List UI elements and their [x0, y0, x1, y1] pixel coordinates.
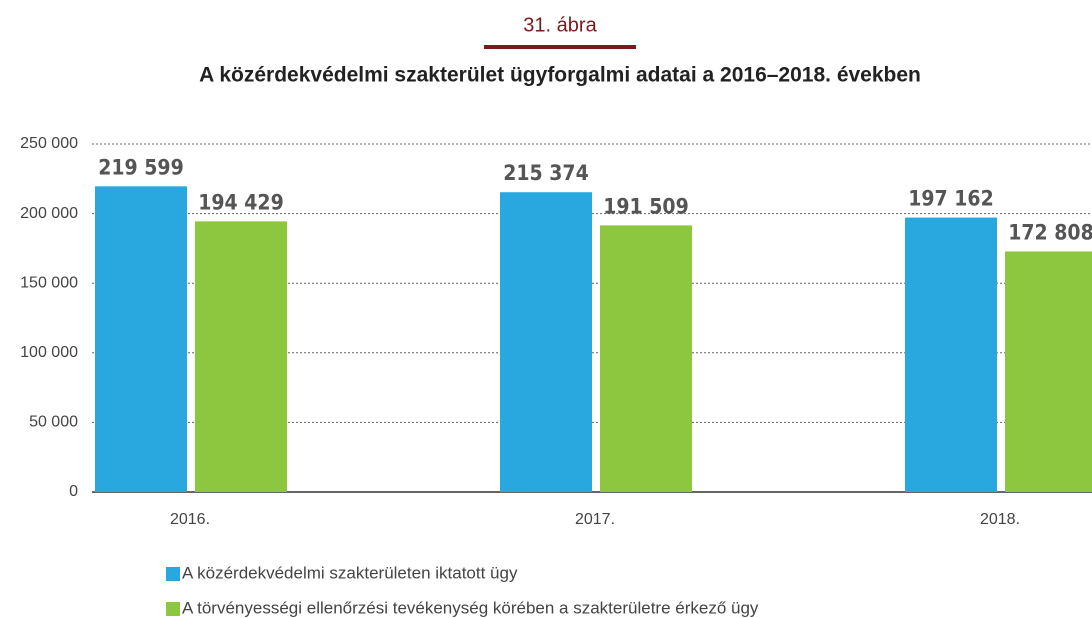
subtitle-rule	[484, 45, 636, 49]
value-label: 191 509	[603, 194, 688, 218]
value-label: 215 374	[503, 161, 588, 185]
bar	[1005, 251, 1092, 492]
y-tick-label: 250 000	[20, 135, 78, 152]
chart-subtitle: 31. ábra	[523, 14, 597, 36]
x-tick-label: 2017.	[575, 511, 615, 528]
y-tick-label: 50 000	[29, 414, 78, 431]
bar	[95, 186, 187, 493]
legend-swatch	[166, 567, 180, 581]
y-tick-label: 100 000	[20, 344, 78, 361]
value-label: 197 162	[908, 187, 993, 211]
bar	[905, 217, 997, 493]
y-tick-label: 200 000	[20, 205, 78, 222]
value-label: 194 429	[198, 190, 283, 214]
bar	[600, 225, 692, 492]
legend-label: A közérdekvédelmi szakterületen iktatott…	[182, 563, 518, 582]
bar	[500, 192, 592, 492]
y-tick-label: 150 000	[20, 274, 78, 291]
y-tick-label: 0	[69, 483, 78, 500]
legend-swatch	[166, 602, 180, 616]
bar	[195, 221, 287, 492]
x-tick-label: 2018.	[980, 511, 1020, 528]
x-tick-label: 2016.	[170, 511, 210, 528]
chart-title: A közérdekvédelmi szakterület ügyforgalm…	[199, 64, 921, 87]
legend-label: A törvényességi ellenőrzési tevékenység …	[182, 598, 759, 617]
value-label: 172 808	[1008, 220, 1092, 244]
value-label: 219 599	[98, 155, 183, 179]
